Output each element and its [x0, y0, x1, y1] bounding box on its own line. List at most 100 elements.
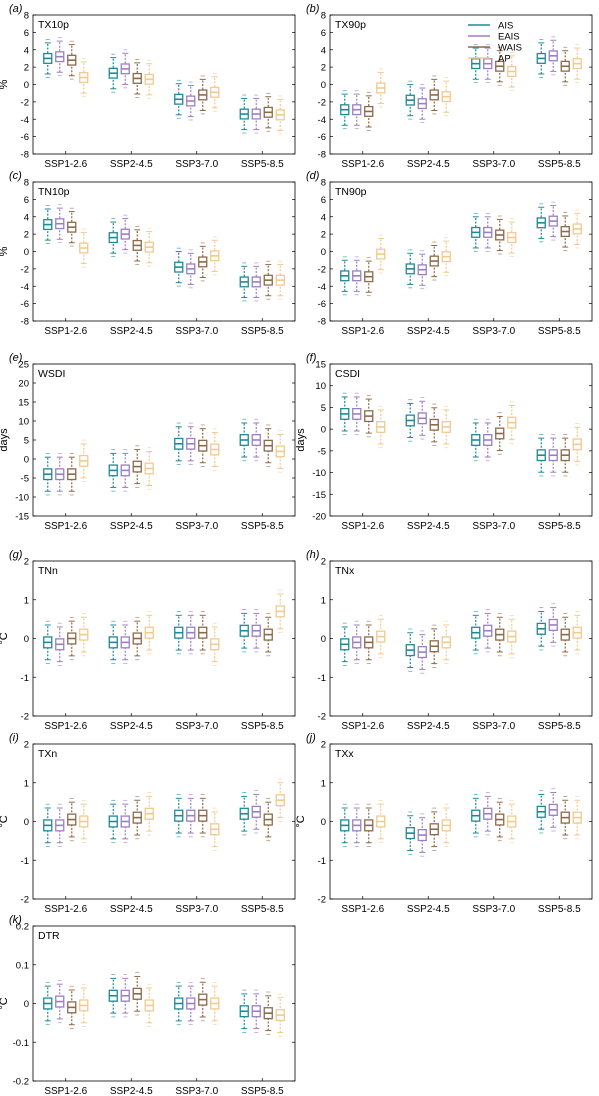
y-tick-label: -8 — [318, 317, 326, 328]
box-ais — [43, 205, 53, 244]
panel-dtr: (k) -0.2 -0.1 0 0.1 0.2 °C DTR SSP1-2.6 SSP2-4.5 S… — [0, 914, 296, 1096]
box-ap — [210, 428, 220, 471]
box-ap — [144, 611, 154, 655]
box-eais — [251, 262, 261, 302]
x-tick-label: SSP5-8.5 — [241, 1086, 284, 1096]
y-tick-label: 0 — [24, 80, 29, 91]
box-eais — [548, 788, 558, 832]
y-tick-label: 0 — [321, 80, 326, 91]
x-tick-label: SSP2-4.5 — [407, 721, 450, 732]
panel-label: (k) — [9, 914, 22, 926]
plot-frame — [32, 181, 296, 322]
box-ais — [108, 799, 118, 844]
box-ais — [405, 628, 415, 672]
box-wais — [132, 59, 142, 98]
box-ap — [275, 589, 285, 633]
panel-title: TXn — [38, 748, 57, 760]
box-ais — [239, 262, 249, 302]
box-wais — [198, 75, 208, 115]
y-tick-label: -2 — [21, 264, 29, 275]
box-ap — [572, 209, 582, 249]
box-eais — [352, 803, 362, 847]
legend-label: EAIS — [498, 32, 520, 43]
box-ap — [144, 447, 154, 490]
panel-csdi: (f) -20 -15 -10 -5 0 5 10 15 days CSDI SSP1-2.6 SSP2… — [295, 352, 593, 532]
x-tick-label: SSP5-8.5 — [538, 521, 581, 532]
y-tick-label: 2 — [321, 63, 326, 74]
panel-tnx: (h) -2 -1 0 1 2 TNx SSP1-2.6 SSP2-4.5 SSP3-7.0 SSP… — [306, 549, 593, 732]
y-tick-label: 4 — [24, 45, 29, 56]
y-axis-label: % — [0, 79, 10, 89]
box-ais — [239, 609, 249, 653]
box-wais — [263, 798, 273, 842]
box-wais — [560, 46, 570, 86]
y-tick-label: 2 — [24, 740, 29, 751]
box-wais — [495, 412, 505, 455]
box-ais — [43, 981, 53, 1026]
panel-label: (f) — [306, 352, 317, 364]
x-tick-label: SSP3-7.0 — [175, 904, 218, 915]
y-tick-label: -6 — [318, 299, 326, 310]
box-ais — [174, 794, 184, 838]
x-tick-label: SSP2-4.5 — [407, 521, 450, 532]
box-ais — [108, 974, 118, 1018]
box-ais — [108, 218, 118, 257]
box-wais — [560, 434, 570, 477]
box-eais — [352, 256, 362, 296]
y-tick-label: 15 — [315, 360, 326, 371]
box-ap — [210, 622, 220, 666]
y-tick-label: -1 — [318, 673, 326, 684]
box-wais — [364, 92, 374, 131]
y-tick-label: -6 — [21, 132, 29, 143]
box-eais — [55, 204, 65, 244]
panel-title: TX10p — [38, 19, 69, 31]
x-tick-label: SSP1-2.6 — [44, 1086, 87, 1096]
box-ap — [572, 44, 582, 84]
box-wais — [67, 985, 77, 1029]
panel-label: (h) — [306, 549, 320, 561]
box-ap — [275, 430, 285, 473]
box-ais — [239, 792, 249, 836]
y-tick-label: 2 — [321, 740, 326, 751]
box-ap — [507, 52, 517, 91]
box-eais — [186, 81, 196, 121]
panel-wsdi: (e) -15 -10 -5 0 5 10 15 20 25 days WSDI SSP1-2.6 SSP… — [0, 352, 296, 532]
box-eais — [548, 201, 558, 241]
panel-title: TN90p — [335, 186, 367, 198]
plot-frame — [329, 181, 593, 322]
box-ais — [43, 453, 53, 496]
box-wais — [560, 212, 570, 251]
y-tick-label: 0 — [24, 817, 29, 828]
legend-label: WAIS — [498, 43, 522, 54]
x-tick-label: SSP5-8.5 — [538, 159, 581, 170]
y-tick-label: -1 — [318, 856, 326, 867]
box-ais — [405, 399, 415, 442]
box-ap — [275, 95, 285, 135]
x-tick-label: SSP3-7.0 — [472, 159, 515, 170]
box-wais — [364, 394, 374, 438]
y-tick-label: 0 — [24, 999, 29, 1010]
box-wais — [132, 796, 142, 840]
y-tick-label: 2 — [321, 557, 326, 568]
box-ais — [471, 794, 481, 838]
box-eais — [186, 249, 196, 289]
box-wais — [364, 620, 374, 664]
box-eais — [120, 974, 130, 1018]
y-tick-label: 25 — [18, 360, 29, 371]
y-tick-label: -2 — [21, 97, 29, 108]
box-wais — [198, 794, 208, 838]
y-tick-label: 6 — [321, 195, 326, 206]
y-tick-label: -15 — [312, 490, 326, 501]
box-eais — [120, 799, 130, 844]
box-ap — [507, 401, 517, 444]
panel-txn: (i) -2 -1 0 1 2 °C TXn SSP1-2.6 SSP2-4.5 SSP3-7.0 S… — [0, 732, 296, 915]
box-ais — [536, 434, 546, 477]
panel-label: (i) — [9, 732, 19, 744]
y-tick-label: -20 — [312, 512, 326, 523]
x-tick-label: SSP3-7.0 — [175, 521, 218, 532]
y-tick-label: 2 — [321, 230, 326, 241]
box-ais — [536, 607, 546, 651]
box-ap — [79, 799, 89, 844]
box-ap — [275, 778, 285, 822]
y-tick-label: 8 — [321, 178, 326, 189]
